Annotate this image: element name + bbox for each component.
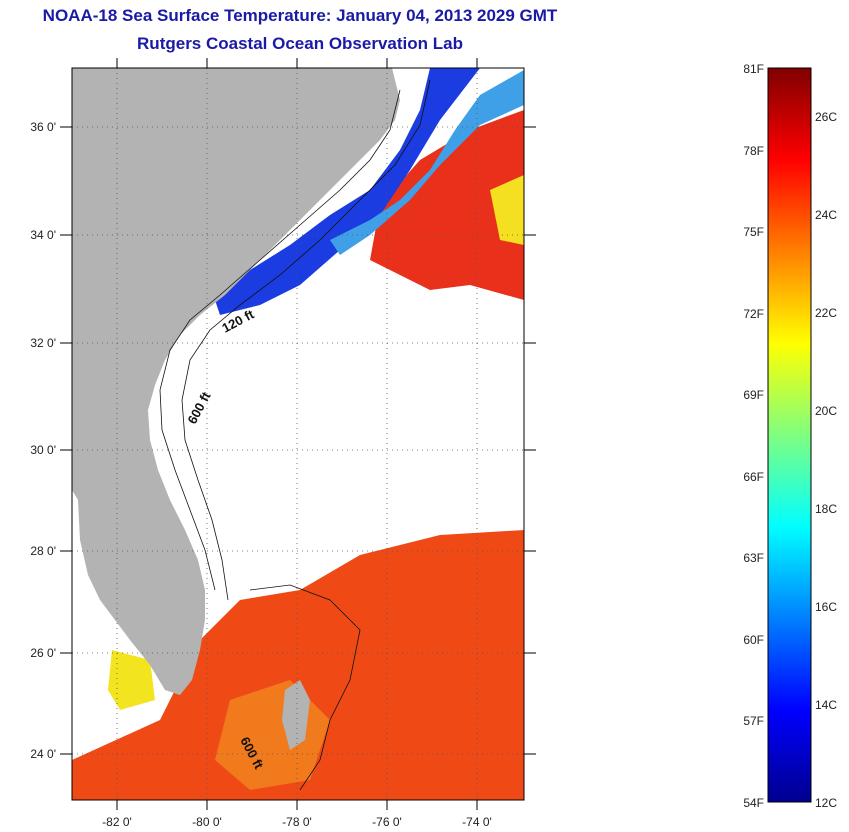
gulf-stream-sst (370, 110, 524, 300)
colorbar-c-14: 14C (815, 698, 837, 712)
land-mass (72, 68, 400, 695)
colorbar-c-18: 18C (815, 502, 837, 516)
axis-ticks (60, 58, 536, 810)
map-subtitle: Rutgers Coastal Ocean Observation Lab (137, 34, 463, 53)
lat-label-36: 36 0' (30, 120, 56, 134)
lon-label-74: -74 0' (462, 815, 492, 829)
colorbar-f-81: 81F (743, 62, 764, 76)
colorbar-f-54: 54F (743, 796, 764, 810)
colorbar-f-60: 60F (743, 633, 764, 647)
colorbar-c-16: 16C (815, 600, 837, 614)
colorbar-c-12: 12C (815, 796, 837, 810)
andros-island (282, 680, 310, 750)
lat-label-24: 24 0' (30, 747, 56, 761)
contour-bahamas (249, 584, 361, 791)
colorbar-f-78: 78F (743, 144, 764, 158)
colorbar-f-63: 63F (743, 551, 764, 565)
graticule (72, 68, 524, 800)
map-frame (71, 67, 525, 801)
lat-label-32: 32 0' (30, 336, 56, 350)
colorbar-c-26: 26C (815, 110, 837, 124)
lat-label-34: 34 0' (30, 228, 56, 242)
lon-label-78: -78 0' (282, 815, 312, 829)
florida-keys-yellow (108, 650, 155, 710)
colorbar-f-72: 72F (743, 307, 764, 321)
colorbar-c-24: 24C (815, 208, 837, 222)
color-bar (767, 67, 812, 803)
contour-120ft (159, 89, 401, 591)
offshore-yellow-sst (490, 175, 524, 245)
map-area: 120 ft 600 ft 600 ft (72, 68, 524, 800)
southern-warm-sst (72, 530, 524, 800)
lon-label-82: -82 0' (102, 815, 132, 829)
coastal-cold-sst (215, 68, 480, 315)
colorbar-f-66: 66F (743, 470, 764, 484)
shelf-cyan-sst (330, 70, 524, 255)
colorbar-c-20: 20C (815, 404, 837, 418)
map-title: NOAA-18 Sea Surface Temperature: January… (42, 6, 558, 25)
colorbar-f-69: 69F (743, 388, 764, 402)
lat-label-28: 28 0' (30, 544, 56, 558)
colorbar-c-22: 22C (815, 306, 837, 320)
lon-label-80: -80 0' (192, 815, 222, 829)
lon-label-76: -76 0' (372, 815, 402, 829)
colorbar-f-57: 57F (743, 714, 764, 728)
contour-600ft (181, 79, 431, 601)
lat-label-26: 26 0' (30, 646, 56, 660)
colorbar-f-75: 75F (743, 225, 764, 239)
lat-label-30: 30 0' (30, 443, 56, 457)
